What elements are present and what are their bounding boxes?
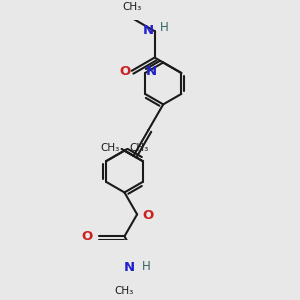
Text: N: N	[146, 65, 157, 78]
Text: CH₃: CH₃	[122, 2, 141, 12]
Text: H: H	[142, 260, 151, 273]
Text: CH₃: CH₃	[100, 143, 119, 153]
Text: O: O	[142, 209, 153, 222]
Text: CH₃: CH₃	[130, 143, 149, 153]
Text: O: O	[120, 64, 131, 77]
Text: N: N	[142, 24, 154, 37]
Text: H: H	[160, 21, 168, 34]
Text: N: N	[123, 261, 134, 274]
Text: CH₃: CH₃	[115, 286, 134, 296]
Text: O: O	[82, 230, 93, 243]
